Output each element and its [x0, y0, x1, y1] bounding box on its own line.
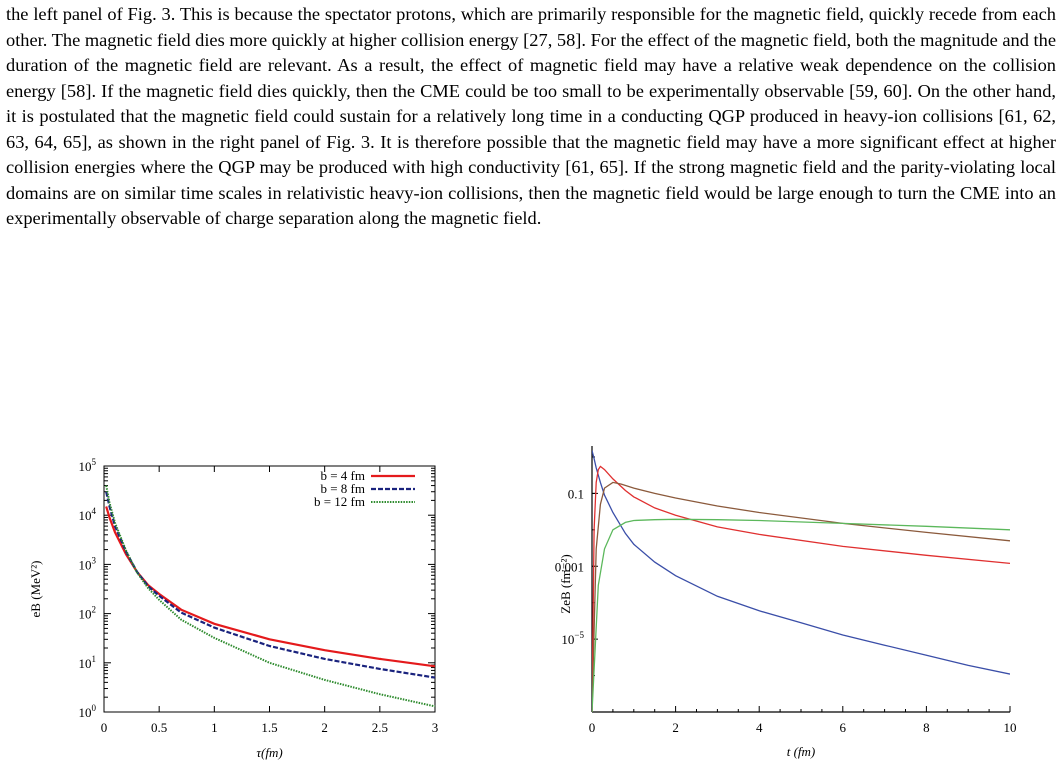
left-x-axis-label: τ(fm) — [256, 745, 282, 760]
right-y-tick-label: 0.1 — [568, 486, 584, 501]
left-y-tick-label: 105 — [79, 457, 97, 474]
right-x-tick-label: 10 — [1004, 720, 1017, 735]
left-x-tick-label: 2.5 — [372, 720, 388, 735]
right-x-tick-label: 4 — [756, 720, 763, 735]
left-x-tick-label: 2 — [321, 720, 328, 735]
right-chart-series — [592, 450, 1010, 712]
right-series-line-2 — [592, 465, 1010, 712]
right-x-tick-label: 0 — [589, 720, 596, 735]
right-series-line-3 — [592, 481, 1010, 712]
left-x-tick-label: 0.5 — [151, 720, 167, 735]
left-legend-label-2: b = 8 fm — [320, 481, 365, 496]
body-paragraph: the left panel of Fig. 3. This is becaus… — [6, 4, 1057, 228]
left-series-line-3 — [105, 485, 436, 708]
left-legend-label-3: b = 12 fm — [314, 494, 365, 509]
left-y-axis-label: eB (MeV²) — [28, 561, 43, 618]
right-chart-axes: 0 2 4 6 8 10 0.1 0.001 10−5 t (fm) ZeB (fm⁻²) — [555, 446, 1017, 759]
right-series-line-1 — [592, 450, 1010, 675]
left-x-tick-label: 1 — [211, 720, 218, 735]
right-x-axis-label: t (fm) — [787, 744, 816, 759]
right-series-line-4 — [592, 518, 1010, 712]
left-x-tick-label: 0 — [101, 720, 108, 735]
right-y-axis-label: ZeB (fm⁻²) — [558, 554, 573, 614]
left-legend-label-1: b = 4 fm — [320, 468, 365, 483]
right-y-tick-label: 10−5 — [561, 630, 584, 647]
left-y-tick-label: 103 — [79, 555, 97, 572]
left-y-tick-label: 100 — [79, 703, 97, 720]
right-x-tick-label: 2 — [672, 720, 679, 735]
right-x-tick-label: 6 — [840, 720, 847, 735]
left-chart-legend: b = 4 fmb = 8 fmb = 12 fm — [314, 468, 415, 509]
left-series-line-2 — [105, 491, 436, 679]
left-y-tick-label: 101 — [79, 654, 97, 671]
left-y-tick-label: 104 — [79, 506, 97, 523]
left-series-line-1 — [105, 506, 436, 668]
left-y-tick-label: 102 — [79, 605, 97, 622]
left-chart-axes: 0 0.5 1 1.5 2 2.5 3 100 101 102 103 104 105 τ(fm) eB (… — [28, 457, 438, 760]
right-y-tick-label: 0.001 — [555, 559, 584, 574]
left-x-tick-label: 1.5 — [261, 720, 277, 735]
left-x-tick-label: 3 — [432, 720, 439, 735]
left-plot-frame — [103, 465, 436, 713]
right-x-tick-label: 8 — [923, 720, 930, 735]
left-chart-series — [105, 485, 436, 708]
